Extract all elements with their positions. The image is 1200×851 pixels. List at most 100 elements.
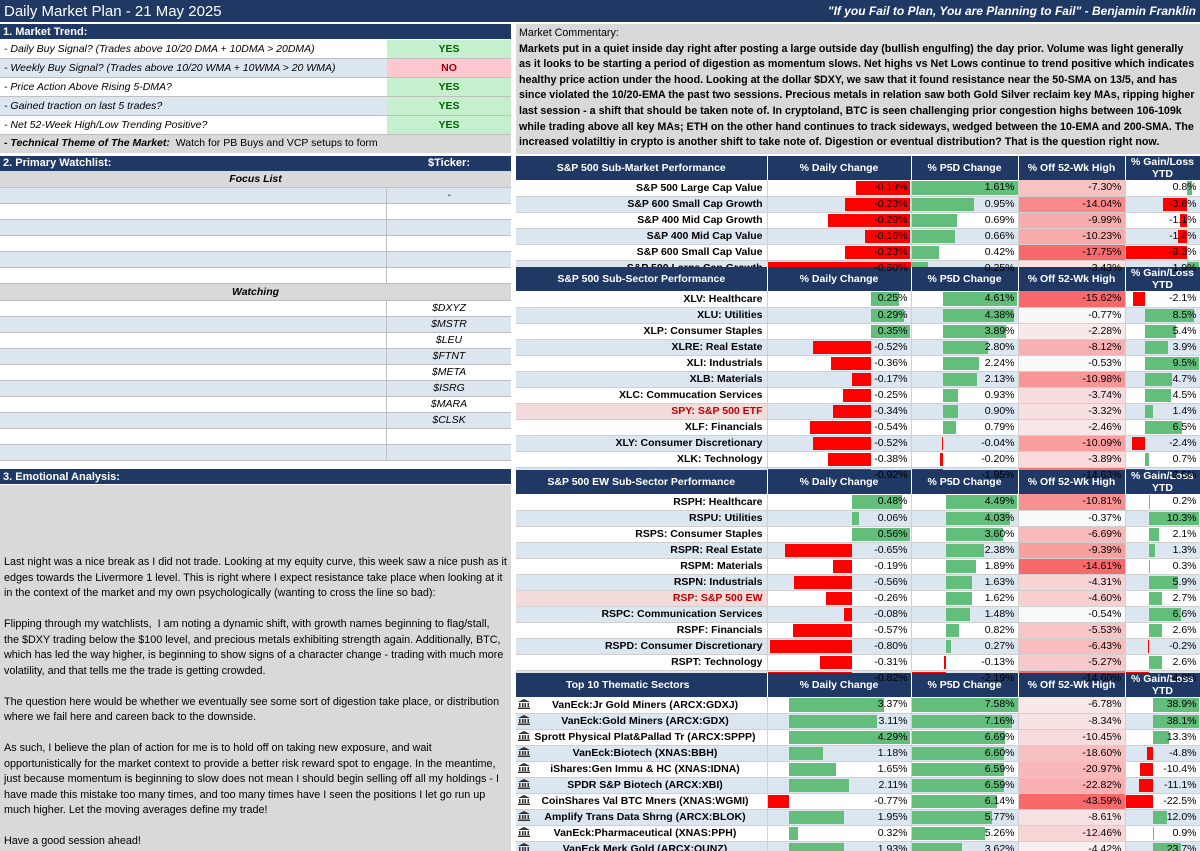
column-header[interactable]: % Daily Change (767, 156, 912, 180)
watching-row[interactable] (0, 445, 511, 461)
ew-sector-table: S&P 500 EW Sub-Sector Performance% Daily… (516, 470, 1200, 687)
table-row[interactable]: Sprott Physical Plat&Pallad Tr (ARCX:SPP… (516, 729, 1200, 746)
column-header[interactable]: % Daily Change (767, 267, 912, 291)
column-header[interactable]: % Gain/Loss YTD (1125, 156, 1200, 180)
table-row[interactable]: VanEck:Biotech (XNAS:BBH) 1.18% 6.60% -18.6… (516, 745, 1200, 762)
table-row[interactable]: RSPU: Utilities 0.06% 4.03% -0.37% 10.3% (516, 510, 1200, 527)
column-header[interactable]: % P5D Change (911, 470, 1019, 494)
table-row[interactable]: XLY: Consumer Discretionary -0.52% -0.04% -… (516, 435, 1200, 452)
table-row[interactable]: XLK: Technology -0.38% -0.20% -3.89% 0.7% (516, 451, 1200, 468)
value-text: -0.65% (874, 543, 908, 556)
table-row[interactable]: XLB: Materials -0.17% 2.13% -10.98% 4.7% (516, 371, 1200, 388)
data-bar (911, 245, 940, 259)
focus-list-row[interactable] (0, 268, 511, 284)
value-cell-p5: 7.16% (911, 713, 1019, 730)
table-row[interactable]: S&P 600 Small Cap Growth -0.23% 0.95% -14.0… (516, 196, 1200, 213)
value-cell-p5: 0.82% (911, 622, 1019, 639)
heat-fill (1018, 574, 1125, 590)
table-row[interactable]: XLP: Consumer Staples 0.35% 3.89% -2.28% 5.4… (516, 323, 1200, 340)
table-row[interactable]: S&P 600 Small Cap Value -0.23% 0.42% -17.75… (516, 244, 1200, 261)
watchlist-section: 2. Primary Watchlist: $Ticker: Focus Lis… (0, 156, 511, 461)
column-header[interactable]: % Daily Change (767, 673, 912, 697)
watching-row[interactable]: $DXYZ (0, 301, 511, 317)
heat-fill (1018, 355, 1125, 371)
watching-row[interactable]: $MSTR (0, 317, 511, 333)
value-text: 0.35% (877, 324, 908, 337)
row-name-cell: VanEck:Gold Miners (ARCX:GDX) (516, 713, 768, 730)
table-row[interactable]: VanEck:Pharmaceutical (XNAS:PPH) 0.32% 5.2… (516, 825, 1200, 842)
column-header[interactable]: % Off 52-Wk High (1018, 470, 1126, 494)
row-name-cell: RSPH: Healthcare (516, 494, 768, 511)
data-bar (871, 324, 911, 338)
watching-row[interactable]: $MARA (0, 397, 511, 413)
watching-row[interactable]: $ISRG (0, 381, 511, 397)
table-row[interactable]: XLRE: Real Estate -0.52% 2.80% -8.12% 3.9% (516, 339, 1200, 356)
column-header[interactable]: % P5D Change (911, 673, 1019, 697)
value-text: -7.30% (1088, 181, 1122, 193)
column-header[interactable]: % Off 52-Wk High (1018, 156, 1126, 180)
trend-signal-value: NO (387, 59, 511, 77)
watching-row[interactable]: $CLSK (0, 413, 511, 429)
table-row[interactable]: SPY: S&P 500 ETF -0.34% 0.90% -3.32% 1.4% (516, 403, 1200, 420)
table-row[interactable]: Amplify Trans Data Shrng (ARCX:BLOK) 1.95… (516, 809, 1200, 826)
table-row[interactable]: VanEck Merk Gold (ARCX:OUNZ) 1.93% 3.62% -4… (516, 841, 1200, 851)
value-text: -0.54% (1088, 607, 1122, 620)
data-bar (852, 495, 903, 509)
value-cell-h: -10.23% (1018, 228, 1126, 245)
table-row[interactable]: XLC: Commucation Services -0.25% 0.93% -3.7… (516, 387, 1200, 404)
column-header[interactable]: % Off 52-Wk High (1018, 267, 1126, 291)
value-cell-d: -0.34% (767, 403, 912, 420)
value-cell-h: -4.42% (1018, 841, 1126, 851)
focus-list-row[interactable] (0, 252, 511, 268)
column-header[interactable]: % Daily Change (767, 470, 912, 494)
table-row[interactable]: RSPD: Consumer Discretionary -0.80% 0.27% -… (516, 638, 1200, 655)
focus-list-row[interactable] (0, 236, 511, 252)
table-row[interactable]: iShares:Gen Immu & HC (XNAS:IDNA) 1.65% 6.… (516, 761, 1200, 778)
column-header[interactable]: % Gain/Loss YTD (1125, 267, 1200, 291)
watching-row[interactable]: $FTNT (0, 349, 511, 365)
table-row[interactable]: XLV: Healthcare 0.25% 4.61% -15.62% -2.1% (516, 291, 1200, 308)
table-row[interactable]: CoinShares Val BTC Mners (XNAS:WGMI) -0.7… (516, 793, 1200, 810)
table-row[interactable]: S&P 400 Mid Cap Growth -0.29% 0.69% -9.99% -… (516, 212, 1200, 229)
value-text: 0.56% (877, 527, 908, 540)
table-row[interactable]: S&P 500 Large Cap Value -0.19% 1.61% -7.30%… (516, 180, 1200, 197)
table-row[interactable]: SPDR S&P Biotech (ARCX:XBI) 2.11% 6.59% -22… (516, 777, 1200, 794)
table-row[interactable]: RSPR: Real Estate -0.65% 2.38% -9.39% 1.3% (516, 542, 1200, 559)
value-text: 2.13% (984, 372, 1015, 385)
column-header[interactable]: % Gain/Loss YTD (1125, 470, 1200, 494)
table-row[interactable]: RSPN: Industrials -0.56% 1.63% -4.31% 5.9% (516, 574, 1200, 591)
watching-row[interactable]: $META (0, 365, 511, 381)
value-text: -0.56% (874, 575, 908, 588)
table-row[interactable]: XLI: Industrials -0.36% 2.24% -0.53% 9.5% (516, 355, 1200, 372)
column-header[interactable]: % Gain/Loss YTD (1125, 673, 1200, 697)
table-row[interactable]: RSPT: Technology -0.31% -0.13% -5.27% 2.6% (516, 654, 1200, 671)
technical-theme: - Technical Theme of The Market: Watch f… (0, 135, 511, 153)
focus-list-row[interactable] (0, 220, 511, 236)
column-header[interactable]: % P5D Change (911, 267, 1019, 291)
table-row[interactable]: S&P 400 Mid Cap Value -0.16% 0.66% -10.23% -… (516, 228, 1200, 245)
table-row[interactable]: RSPF: Financials -0.57% 0.82% -5.53% 2.6% (516, 622, 1200, 639)
column-header[interactable]: % P5D Change (911, 156, 1019, 180)
table-row[interactable]: RSPH: Healthcare 0.48% 4.49% -10.81% 0.2% (516, 494, 1200, 511)
focus-list-row[interactable]: - (0, 188, 511, 204)
focus-list-row[interactable] (0, 204, 511, 220)
value-cell-h: -8.34% (1018, 713, 1126, 730)
value-text: 0.93% (984, 388, 1015, 401)
value-cell-ytd: 8.5% (1125, 307, 1200, 324)
table-row[interactable]: RSPC: Communication Services -0.08% 1.48% -… (516, 606, 1200, 623)
value-text: -9.99% (1088, 213, 1122, 226)
value-cell-p5: 4.49% (911, 494, 1019, 511)
column-header[interactable]: % Off 52-Wk High (1018, 673, 1126, 697)
value-cell-ytd: 38.1% (1125, 713, 1200, 730)
table-row[interactable]: XLU: Utilities 0.29% 4.38% -0.77% 8.5% (516, 307, 1200, 324)
table-row[interactable]: RSPS: Consumer Staples 0.56% 3.60% -6.69% 2.… (516, 526, 1200, 543)
value-cell-ytd: 23.7% (1125, 841, 1200, 851)
value-text: -0.53% (1088, 356, 1122, 369)
table-row[interactable]: RSP: S&P 500 EW -0.26% 1.62% -4.60% 2.7% (516, 590, 1200, 607)
table-row[interactable]: XLF: Financials -0.54% 0.79% -2.46% 6.5% (516, 419, 1200, 436)
watching-row[interactable] (0, 429, 511, 445)
table-row[interactable]: RSPM: Materials -0.19% 1.89% -14.61% 0.3% (516, 558, 1200, 575)
table-row[interactable]: VanEck:Gold Miners (ARCX:GDX) 3.11% 7.16% -… (516, 713, 1200, 730)
watching-row[interactable]: $LEU (0, 333, 511, 349)
table-row[interactable]: VanEck:Jr Gold Miners (ARCX:GDXJ) 3.37% 7.… (516, 697, 1200, 714)
